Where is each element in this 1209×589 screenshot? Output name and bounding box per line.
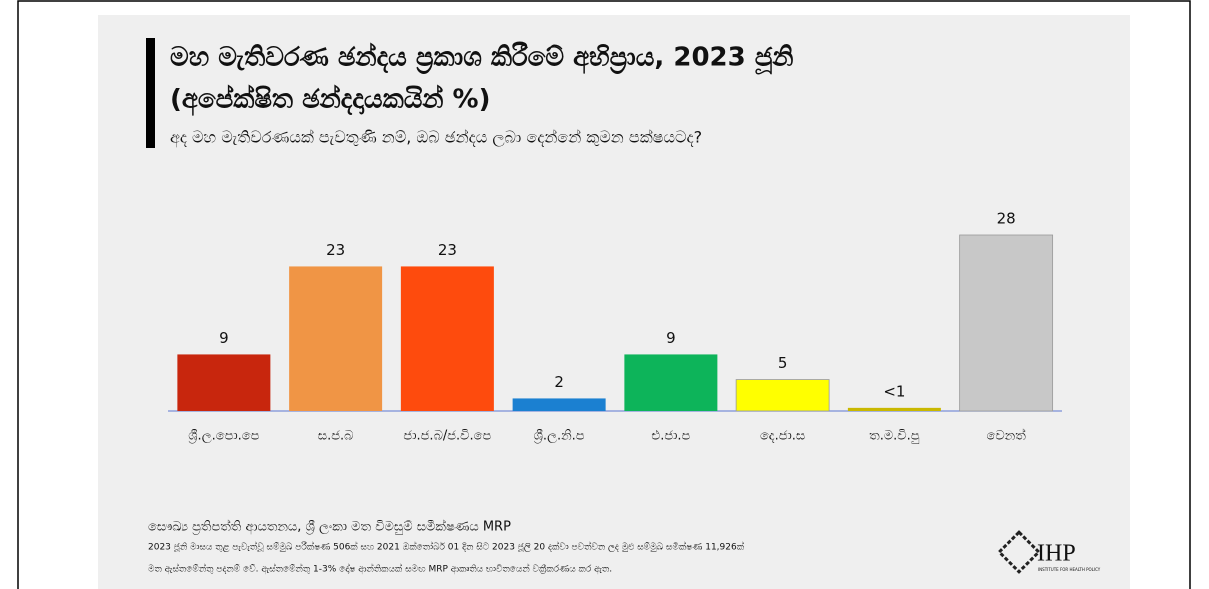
bar: [400, 266, 494, 411]
value-label: 2: [554, 373, 564, 391]
bar: [512, 398, 606, 411]
bar: [959, 234, 1054, 412]
x-tick-label: වෙනත්: [986, 427, 1026, 443]
x-tick-label: ජා.ජ.බ/ජ.වි.පෙ: [403, 429, 491, 444]
note: මත ඇස්තමේන්තු පදනම් වේ. ඇස්තමේන්තු 1-3% …: [148, 563, 612, 574]
bar: [735, 379, 830, 412]
value-label: 23: [326, 241, 345, 259]
note: 2023 ජූනි මාසය තුළ පැවැත්වූ සම්මුඛ පරීක්…: [148, 541, 745, 552]
logo-subtext: INSTITUTE FOR HEALTH POLICY: [1038, 567, 1101, 572]
value-label: 9: [666, 329, 676, 347]
value-label: 5: [778, 354, 788, 372]
chart-subtitle: අද මහ මැතිවරණයක් පැවතුණි නම්, ඔබ ඡන්දය ල…: [170, 128, 702, 148]
bar: [847, 407, 941, 411]
x-tick-label: ස.ජ.බ: [318, 429, 354, 444]
logo-text: IHP: [1037, 541, 1076, 567]
source: සෞඛ්‍ය ප්‍රතිපත්ති ආයතනය, ශ්‍රී ලංකා මත …: [148, 518, 511, 534]
slide: [98, 15, 1130, 589]
bar: [624, 354, 718, 411]
value-label: <1: [883, 382, 905, 400]
chart-title: මහ මැතිවරණ ඡන්දය ප්‍රකාශ කිරීමේ අභිප්‍රා…: [170, 42, 793, 76]
x-tick-label: දෙ.ජා.ස: [760, 429, 805, 444]
bar: [177, 354, 271, 411]
x-tick-label: ශ්‍රී.ල.පො.පෙ: [188, 429, 259, 444]
value-label: 9: [219, 329, 229, 347]
x-tick-label: ශ්‍රී.ල.නි.ප: [534, 429, 585, 444]
value-label: 23: [438, 241, 457, 259]
title-bar: [146, 38, 155, 148]
x-tick-label: එ.ජා.ප: [651, 429, 690, 444]
bar: [289, 266, 383, 411]
chart-title: (අපේක්ෂිත ඡන්දදායකයින් %): [170, 84, 490, 116]
value-label: 28: [997, 210, 1016, 228]
x-tick-label: ත.ම.වි.පු: [869, 429, 920, 444]
